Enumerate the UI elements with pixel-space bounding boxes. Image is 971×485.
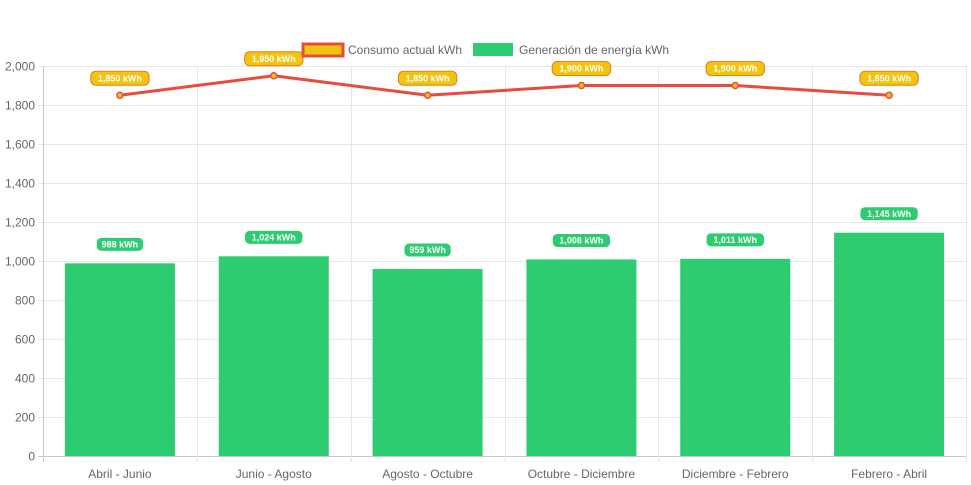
bar-generacion bbox=[218, 256, 329, 456]
line-data-label-bg bbox=[551, 61, 612, 76]
y-tick-label: 2,000 bbox=[5, 60, 35, 74]
bar-data-label: 988 kWh bbox=[102, 240, 139, 250]
bar-data-label-bg bbox=[244, 229, 304, 245]
bar-data-label-bg bbox=[859, 206, 919, 222]
line-data-label: 1,850 kWh bbox=[867, 73, 911, 83]
bar-data-label: 1,145 kWh bbox=[867, 209, 911, 219]
point-consumo bbox=[116, 91, 124, 99]
line-data-label-bg bbox=[859, 70, 919, 86]
x-tick-label: Abril - Junio bbox=[88, 467, 152, 481]
y-tick-label: 1,800 bbox=[5, 99, 35, 113]
bar-data-label-bg bbox=[551, 232, 612, 248]
grid bbox=[38, 66, 967, 462]
line-data-label: 1,850 kWh bbox=[98, 73, 142, 83]
legend[interactable]: Consumo actual kWh Generación de energía … bbox=[301, 42, 669, 58]
point-consumo bbox=[423, 91, 432, 99]
x-tick-label: Agosto - Octubre bbox=[382, 467, 473, 481]
y-tick-label: 1,600 bbox=[5, 138, 35, 152]
legend-swatch-generacion bbox=[473, 43, 513, 56]
legend-label-consumo: Consumo actual kWh bbox=[348, 43, 462, 57]
x-tick-label: Junio - Agosto bbox=[236, 467, 312, 481]
bar-data-label-bg bbox=[403, 242, 452, 258]
consumption-line bbox=[116, 72, 893, 99]
line-data-label-bg bbox=[244, 51, 304, 67]
x-tick-label: Diciembre - Febrero bbox=[682, 467, 789, 481]
line-data-label-bg bbox=[705, 61, 765, 76]
bar-generacion bbox=[680, 258, 791, 456]
bar-data-label: 1,008 kWh bbox=[559, 236, 603, 246]
bar-data-label: 959 kWh bbox=[409, 245, 446, 255]
legend-label-generacion: Generación de energía kWh bbox=[519, 43, 669, 57]
point-consumo bbox=[577, 81, 586, 90]
line-data-label: 1,900 kWh bbox=[559, 64, 603, 74]
y-tick-label: 1,200 bbox=[5, 216, 35, 230]
axes: 0 200 400 600 800 1,000 1,200 1,400 1,600 1,800 2,… bbox=[5, 60, 927, 482]
y-tick-label: 400 bbox=[15, 372, 35, 386]
point-consumo bbox=[270, 72, 278, 80]
bars bbox=[64, 232, 945, 456]
bar-generacion bbox=[526, 259, 637, 456]
x-tick-label: Febrero - Abril bbox=[851, 467, 927, 481]
y-tick-label: 0 bbox=[28, 450, 35, 464]
bar-data-label: 1,011 kWh bbox=[713, 235, 757, 245]
y-tick-label: 1,400 bbox=[5, 177, 35, 191]
point-consumo bbox=[885, 91, 893, 99]
legend-swatch-consumo bbox=[301, 42, 345, 58]
legend-item-consumo[interactable]: Consumo actual kWh bbox=[301, 42, 462, 58]
line-data-label-bg bbox=[397, 70, 458, 86]
y-tick-label: 1,000 bbox=[5, 255, 35, 269]
line-data-label: 1,850 kWh bbox=[406, 73, 450, 83]
bar-data-label-bg bbox=[95, 236, 145, 252]
data-labels: 988 kWh 1,024 kWh 959 kWh 1,008 kWh 1,011 kW… bbox=[90, 51, 919, 258]
bar-generacion bbox=[372, 268, 483, 456]
bar-data-label-bg bbox=[705, 232, 765, 248]
y-tick-label: 200 bbox=[15, 411, 35, 425]
line-data-label: 1,950 kWh bbox=[252, 54, 296, 64]
y-tick-label: 800 bbox=[15, 294, 35, 308]
bar-generacion bbox=[64, 263, 175, 456]
y-tick-label: 600 bbox=[15, 333, 35, 347]
line-data-label-bg bbox=[90, 70, 150, 86]
legend-item-generacion[interactable]: Generación de energía kWh bbox=[473, 43, 669, 57]
point-consumo bbox=[731, 81, 739, 90]
line-consumo bbox=[119, 74, 890, 97]
bar-data-label: 1,024 kWh bbox=[252, 233, 296, 243]
x-tick-label: Octubre - Diciembre bbox=[528, 467, 636, 481]
line-data-label: 1,900 kWh bbox=[713, 64, 757, 74]
bar-generacion bbox=[834, 232, 945, 456]
